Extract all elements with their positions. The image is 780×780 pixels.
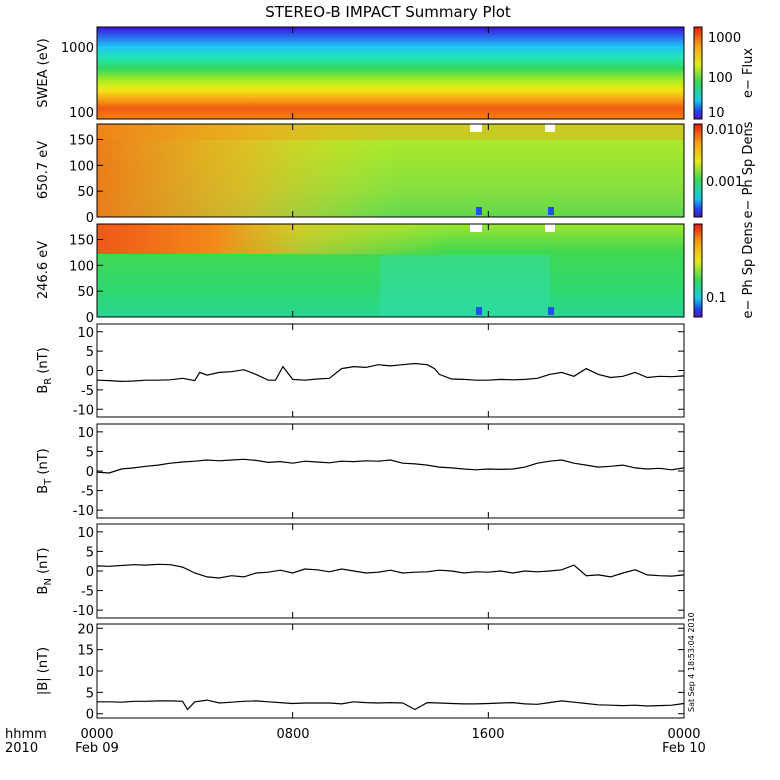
y-tick-label: 150 — [69, 234, 94, 249]
x-tick-0000-end: 0000 — [667, 727, 700, 742]
x-label-hhmm: hhmm — [5, 727, 47, 742]
650-cb-tick-1: 0.001 — [706, 175, 743, 190]
line-panel-2: 10 5 0 -5 -10 BN (nT) — [36, 523, 685, 619]
y-tick-label: 0 — [86, 311, 94, 326]
line-panel-3: 20 15 10 5 0 |B| (nT) — [36, 622, 685, 723]
y-tick-label: 50 — [77, 285, 94, 300]
y-tick-label: 5 — [86, 545, 94, 560]
246-cb-label: e− Ph Sp Dens — [741, 221, 756, 318]
x-tick-0800: 0800 — [276, 727, 309, 742]
650-cb-tick-0: 0.010 — [706, 123, 743, 138]
panel-246: 246.6 eV 0.1 e− Ph Sp Dens — [36, 221, 756, 318]
line-panel-ylabel: BT (nT) — [36, 448, 54, 494]
line-panel-ylabel: BN (nT) — [36, 548, 54, 595]
x-label-year: 2010 — [5, 741, 38, 756]
timestamp-stamp: Sat Sep 4 18:53:04 2010 — [687, 612, 696, 712]
y-tick-label: 10 — [77, 326, 94, 341]
y-tick-label: -5 — [81, 485, 94, 500]
x-tick-date-start: Feb 09 — [75, 741, 119, 756]
line-panel-0: 10 5 0 -5 -10 BR (nT) — [36, 323, 685, 418]
y-tick-label: 10 — [77, 526, 94, 541]
650-cb-label: e− Ph Sp Dens — [741, 121, 756, 218]
panel-650: 650.7 eV 0.010 0.001 e− Ph Sp Dens — [36, 121, 756, 218]
series-line — [96, 362, 685, 383]
x-tick-date-end: Feb 10 — [662, 741, 706, 756]
y-tick-label: 10 — [77, 426, 94, 441]
246-cb-tick-0: 0.1 — [706, 291, 727, 306]
y-tick-label: -10 — [73, 604, 94, 619]
panel-frame — [96, 523, 685, 619]
swea-colorbar — [693, 26, 703, 120]
y-tick-label: 0 — [86, 365, 94, 380]
y-tick-label: 150 — [69, 134, 94, 149]
swea-cb-tick-100: 100 — [708, 71, 733, 86]
246-colorbar — [693, 223, 703, 318]
swea-cb-label: e− Flux — [741, 48, 756, 98]
y-tick-label: 100 — [69, 259, 94, 274]
y-tick-label: 20 — [77, 622, 94, 637]
swea-ytick-1000: 1000 — [61, 41, 94, 56]
swea-cb-tick-10: 10 — [708, 106, 725, 121]
swea-ytick-100: 100 — [69, 106, 94, 121]
series-line — [96, 563, 685, 579]
swea-ylabel: SWEA (eV) — [36, 38, 51, 107]
y-tick-label: 0 — [86, 465, 94, 480]
246-ylabel: 246.6 eV — [36, 241, 51, 299]
650-ylabel: 650.7 eV — [36, 141, 51, 199]
y-tick-label: 100 — [69, 159, 94, 174]
x-tick-1600: 1600 — [471, 727, 504, 742]
y-tick-label: -10 — [73, 504, 94, 519]
swea-cb-tick-1000: 1000 — [708, 31, 741, 46]
y-tick-label: 10 — [77, 665, 94, 680]
x-axis: hhmm 2010 0000 Feb 09 0800 1600 0000 Feb… — [5, 727, 706, 756]
panel-frame — [96, 423, 685, 519]
line-panel-1: 10 5 0 -5 -10 BT (nT) — [36, 423, 685, 519]
y-tick-label: 15 — [77, 644, 94, 659]
y-tick-label: 5 — [86, 345, 94, 360]
y-tick-label: -10 — [73, 403, 94, 418]
swea-heatmap — [97, 27, 684, 119]
y-tick-label: 0 — [86, 708, 94, 723]
y-tick-label: -5 — [81, 384, 94, 399]
y-tick-label: 0 — [86, 565, 94, 580]
y-tick-label: 5 — [86, 445, 94, 460]
panel-frame — [96, 323, 685, 418]
series-line — [96, 458, 685, 474]
y-tick-label: -5 — [81, 585, 94, 600]
line-panel-ylabel: |B| (nT) — [36, 647, 51, 695]
y-tick-label: 5 — [86, 686, 94, 701]
panel-swea: 1000 100 SWEA (eV) 1000 100 10 e− Flux — [36, 26, 756, 121]
panel-frame — [96, 623, 685, 719]
series-line — [97, 699, 685, 711]
x-tick-0000: 0000 — [80, 727, 113, 742]
y-tick-label: 50 — [77, 185, 94, 200]
plot-title: STEREO-B IMPACT Summary Plot — [265, 3, 511, 21]
y-tick-label: 0 — [86, 211, 94, 226]
line-panel-ylabel: BR (nT) — [36, 347, 54, 393]
650-colorbar — [693, 123, 703, 218]
